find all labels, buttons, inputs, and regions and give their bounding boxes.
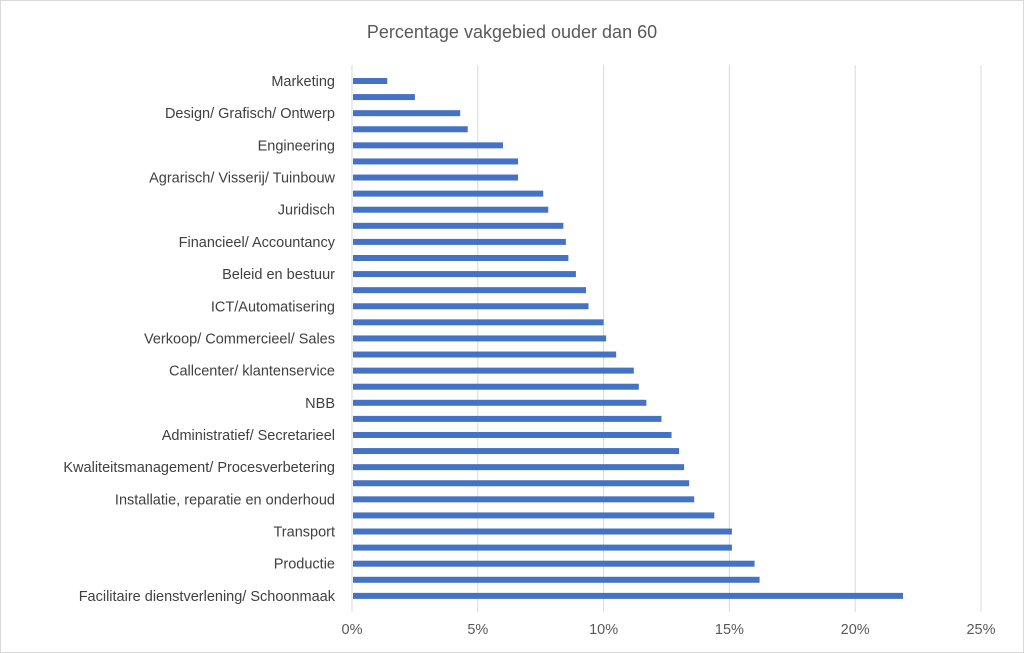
bar [353,110,461,117]
bar [353,367,634,374]
category-label: Verkoop/ Commercieel/ Sales [144,331,335,347]
bar [353,142,503,149]
bar [353,496,695,503]
bar [353,351,617,358]
bar [353,78,388,84]
category-label: Callcenter/ klantenservice [169,364,335,380]
bar [353,222,564,229]
gridlines [351,65,982,612]
bar [353,94,415,101]
bar [353,174,519,181]
bar [353,592,904,599]
bar [353,383,639,390]
category-label: Design/ Grafisch/ Ontwerp [165,106,335,122]
category-label: Engineering [258,138,335,154]
bar [353,254,569,261]
x-tick-label: 15% [715,622,744,638]
category-labels: Marketing Design/ Grafisch/ Ontwerp Engine… [63,74,335,605]
bar [353,448,680,455]
x-tick-label: 20% [841,622,870,638]
bar [353,271,576,278]
category-label: Financieel/ Accountancy [179,235,336,251]
bar [353,126,468,133]
x-tick-label: 10% [589,622,618,638]
bar [353,238,566,245]
x-tick-label: 5% [467,622,488,638]
bar [353,431,672,438]
bar [353,303,589,310]
category-label: NBB [305,396,335,412]
x-tick-label: 25% [966,622,995,638]
bar [353,464,685,471]
bar [353,319,604,326]
bar [353,158,519,165]
bar [353,560,755,567]
category-label: Installatie, reparatie en onderhoud [115,492,335,508]
category-label: Beleid en bestuur [222,267,335,283]
bar [353,190,544,197]
bar [353,480,690,487]
category-label: Facilitaire dienstverlening/ Schoonmaak [79,589,336,605]
bar [353,512,715,519]
bar [353,576,760,583]
category-label: Agrarisch/ Visserij/ Tuinbouw [149,171,335,187]
chart-title: Percentage vakgebied ouder dan 60 [367,22,657,42]
category-label: Productie [274,557,335,573]
bar [353,335,607,342]
category-label: ICT/Automatisering [211,299,335,315]
bars [353,78,904,599]
bar [353,415,662,422]
bar [353,528,732,535]
x-tick-label: 0% [342,622,363,638]
x-axis-tick-labels: 0% 5% 10% 15% 20% 25% [342,622,996,638]
bar [353,544,732,551]
bar [353,206,549,213]
category-label: Juridisch [278,203,335,219]
category-label: Administratief/ Secretarieel [162,428,335,444]
category-label: Kwaliteitsmanagement/ Procesverbetering [63,460,335,476]
category-label: Transport [273,525,335,541]
bar [353,399,647,406]
bar [353,287,586,294]
category-label: Marketing [271,74,335,90]
